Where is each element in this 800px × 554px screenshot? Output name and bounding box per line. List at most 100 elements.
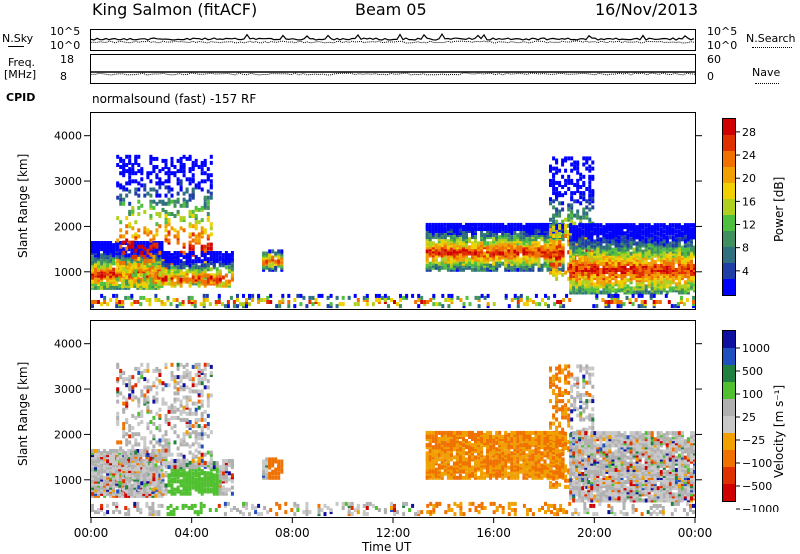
velocity-cell <box>155 397 159 402</box>
power-cell <box>425 235 429 240</box>
power-cell <box>130 267 134 272</box>
power-cell <box>176 197 180 202</box>
power-cell <box>446 267 450 272</box>
power-cell <box>537 241 541 246</box>
velocity-cell <box>112 471 116 476</box>
power-cell <box>558 252 562 257</box>
velocity-cell <box>191 379 195 384</box>
velocity-cell <box>200 432 204 437</box>
velocity-cell <box>118 485 122 490</box>
power-cell <box>650 282 654 287</box>
power-cell <box>134 232 138 237</box>
power-cell <box>510 241 514 246</box>
power-cell <box>576 242 580 247</box>
power-cell <box>136 253 140 258</box>
power-cell <box>133 277 137 282</box>
power-cell <box>614 235 618 240</box>
velocity-cell <box>106 481 110 486</box>
power-cell <box>588 189 592 194</box>
power-cell <box>480 237 484 242</box>
power-cell <box>614 280 618 285</box>
power-cell <box>170 259 174 264</box>
velocity-cell <box>119 448 123 453</box>
power-cell <box>206 236 210 241</box>
power-cell <box>462 237 465 242</box>
power-cell <box>167 230 171 235</box>
power-cell <box>575 278 579 283</box>
power-cell <box>152 258 156 263</box>
power-cell <box>558 249 562 254</box>
power-cell <box>537 261 541 266</box>
power-cell <box>194 263 198 268</box>
power-cell <box>647 270 651 275</box>
power-cell <box>576 170 580 175</box>
power-cell <box>614 223 618 228</box>
velocity-cell <box>157 465 161 470</box>
velocity-cell <box>97 465 100 470</box>
power-cell <box>620 259 624 264</box>
power-cell <box>629 276 633 281</box>
power-cell <box>164 209 168 214</box>
power-cell <box>495 257 499 262</box>
power-cell <box>146 271 150 276</box>
velocity-cell <box>185 368 189 373</box>
velocity-cell <box>131 473 135 478</box>
power-cell <box>662 278 666 283</box>
velocity-cell <box>170 483 174 488</box>
power-cell <box>610 293 614 298</box>
power-cell <box>674 270 678 275</box>
power-cell <box>683 245 687 250</box>
power-cell <box>644 259 648 264</box>
power-cell <box>569 253 573 258</box>
power-cell <box>578 251 582 256</box>
power-cell <box>655 300 659 304</box>
power-cell <box>143 246 147 251</box>
power-cell <box>425 241 429 246</box>
power-cell <box>152 242 156 247</box>
power-cell <box>641 253 645 258</box>
power-cell <box>170 163 174 167</box>
power-cell <box>185 273 189 278</box>
power-cell <box>480 233 484 238</box>
power-cell <box>268 265 272 270</box>
power-cell <box>431 241 435 246</box>
velocity-cell <box>143 489 147 494</box>
power-cell <box>575 225 579 230</box>
power-cell <box>187 295 191 300</box>
power-cell <box>277 255 281 260</box>
power-cell <box>555 237 559 242</box>
power-cell <box>614 251 618 256</box>
power-cell <box>242 293 245 298</box>
power-cell <box>274 259 278 264</box>
power-cell <box>656 239 660 244</box>
power-cell <box>576 189 580 194</box>
velocity-cell <box>149 385 153 390</box>
power-cell <box>522 257 526 262</box>
power-cell <box>546 231 550 235</box>
power-cell <box>118 241 122 245</box>
velocity-cell <box>116 489 120 494</box>
power-cell <box>623 286 627 291</box>
power-cell <box>558 244 562 249</box>
velocity-cell <box>197 389 201 394</box>
velocity-cell <box>158 487 162 492</box>
power-cell <box>549 257 553 262</box>
velocity-cell <box>149 430 153 435</box>
power-cell <box>139 247 143 252</box>
power-cell <box>188 193 192 198</box>
power-cell <box>486 293 490 298</box>
power-cell <box>489 247 493 252</box>
power-cell <box>119 171 123 176</box>
power-cell <box>428 251 432 256</box>
power-cell <box>480 222 484 227</box>
power-cell <box>221 259 225 264</box>
velocity-cell <box>200 428 204 433</box>
velocity-cell <box>128 469 132 473</box>
velocity-cell <box>194 434 198 439</box>
power-cell <box>680 290 684 295</box>
power-cell <box>599 253 603 258</box>
power-cell <box>587 253 591 258</box>
velocity-cell <box>140 420 144 424</box>
power-cell <box>682 302 686 307</box>
power-cell <box>200 226 204 231</box>
